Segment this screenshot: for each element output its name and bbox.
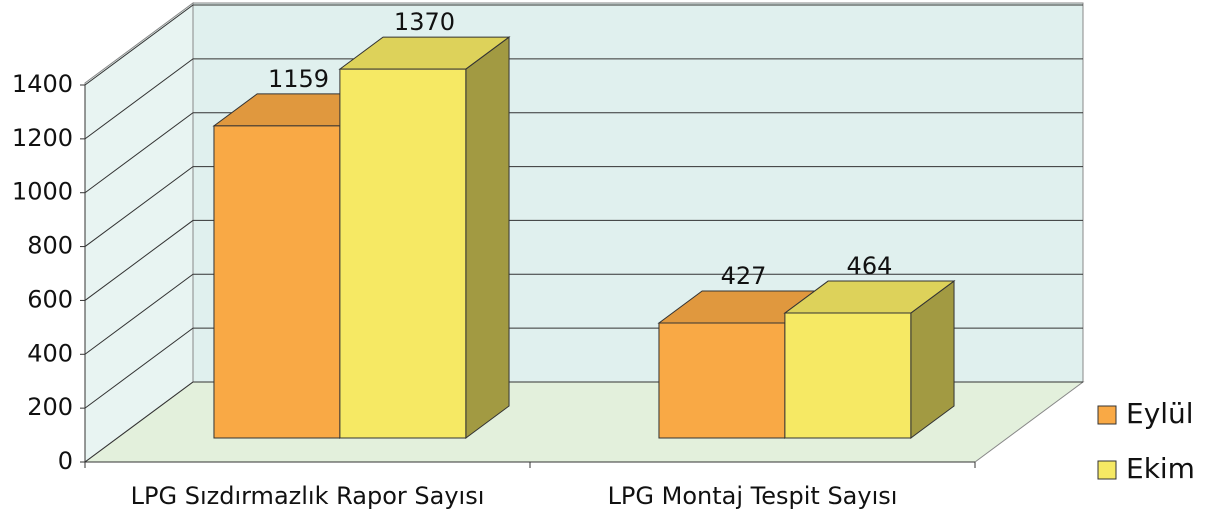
grid-line bbox=[84, 273, 1083, 355]
bar bbox=[339, 68, 467, 439]
value-label: 464 bbox=[847, 252, 893, 280]
y-tick-label: 200 bbox=[27, 393, 73, 421]
bar bbox=[658, 322, 786, 439]
bar-side bbox=[465, 36, 510, 439]
bar bbox=[784, 312, 912, 439]
y-tick-label: 400 bbox=[27, 339, 73, 367]
value-label: 1159 bbox=[268, 65, 329, 93]
y-tick-label: 600 bbox=[27, 285, 73, 313]
y-tick-label: 1000 bbox=[12, 178, 73, 206]
y-tick-label: 800 bbox=[27, 232, 73, 260]
y-tick-label: 0 bbox=[58, 447, 73, 475]
value-label: 1370 bbox=[394, 8, 455, 36]
y-tick-label: 1400 bbox=[12, 70, 73, 98]
legend-swatch bbox=[1097, 405, 1117, 425]
grid-line bbox=[84, 166, 1083, 247]
grid-line bbox=[84, 58, 1083, 140]
grid-line bbox=[84, 219, 1083, 301]
y-tick-label: 1200 bbox=[12, 124, 73, 152]
x-tick-label: LPG Montaj Tespit Sayısı bbox=[608, 482, 898, 510]
legend-label: Ekim bbox=[1126, 452, 1195, 485]
grid-line bbox=[84, 112, 1083, 194]
value-label: 427 bbox=[721, 262, 767, 290]
grid-line bbox=[84, 4, 1083, 86]
bar bbox=[213, 125, 341, 439]
legend-label: Eylül bbox=[1126, 397, 1194, 430]
legend-swatch bbox=[1097, 460, 1117, 480]
x-tick-label: LPG Sızdırmazlık Rapor Sayısı bbox=[131, 482, 485, 510]
